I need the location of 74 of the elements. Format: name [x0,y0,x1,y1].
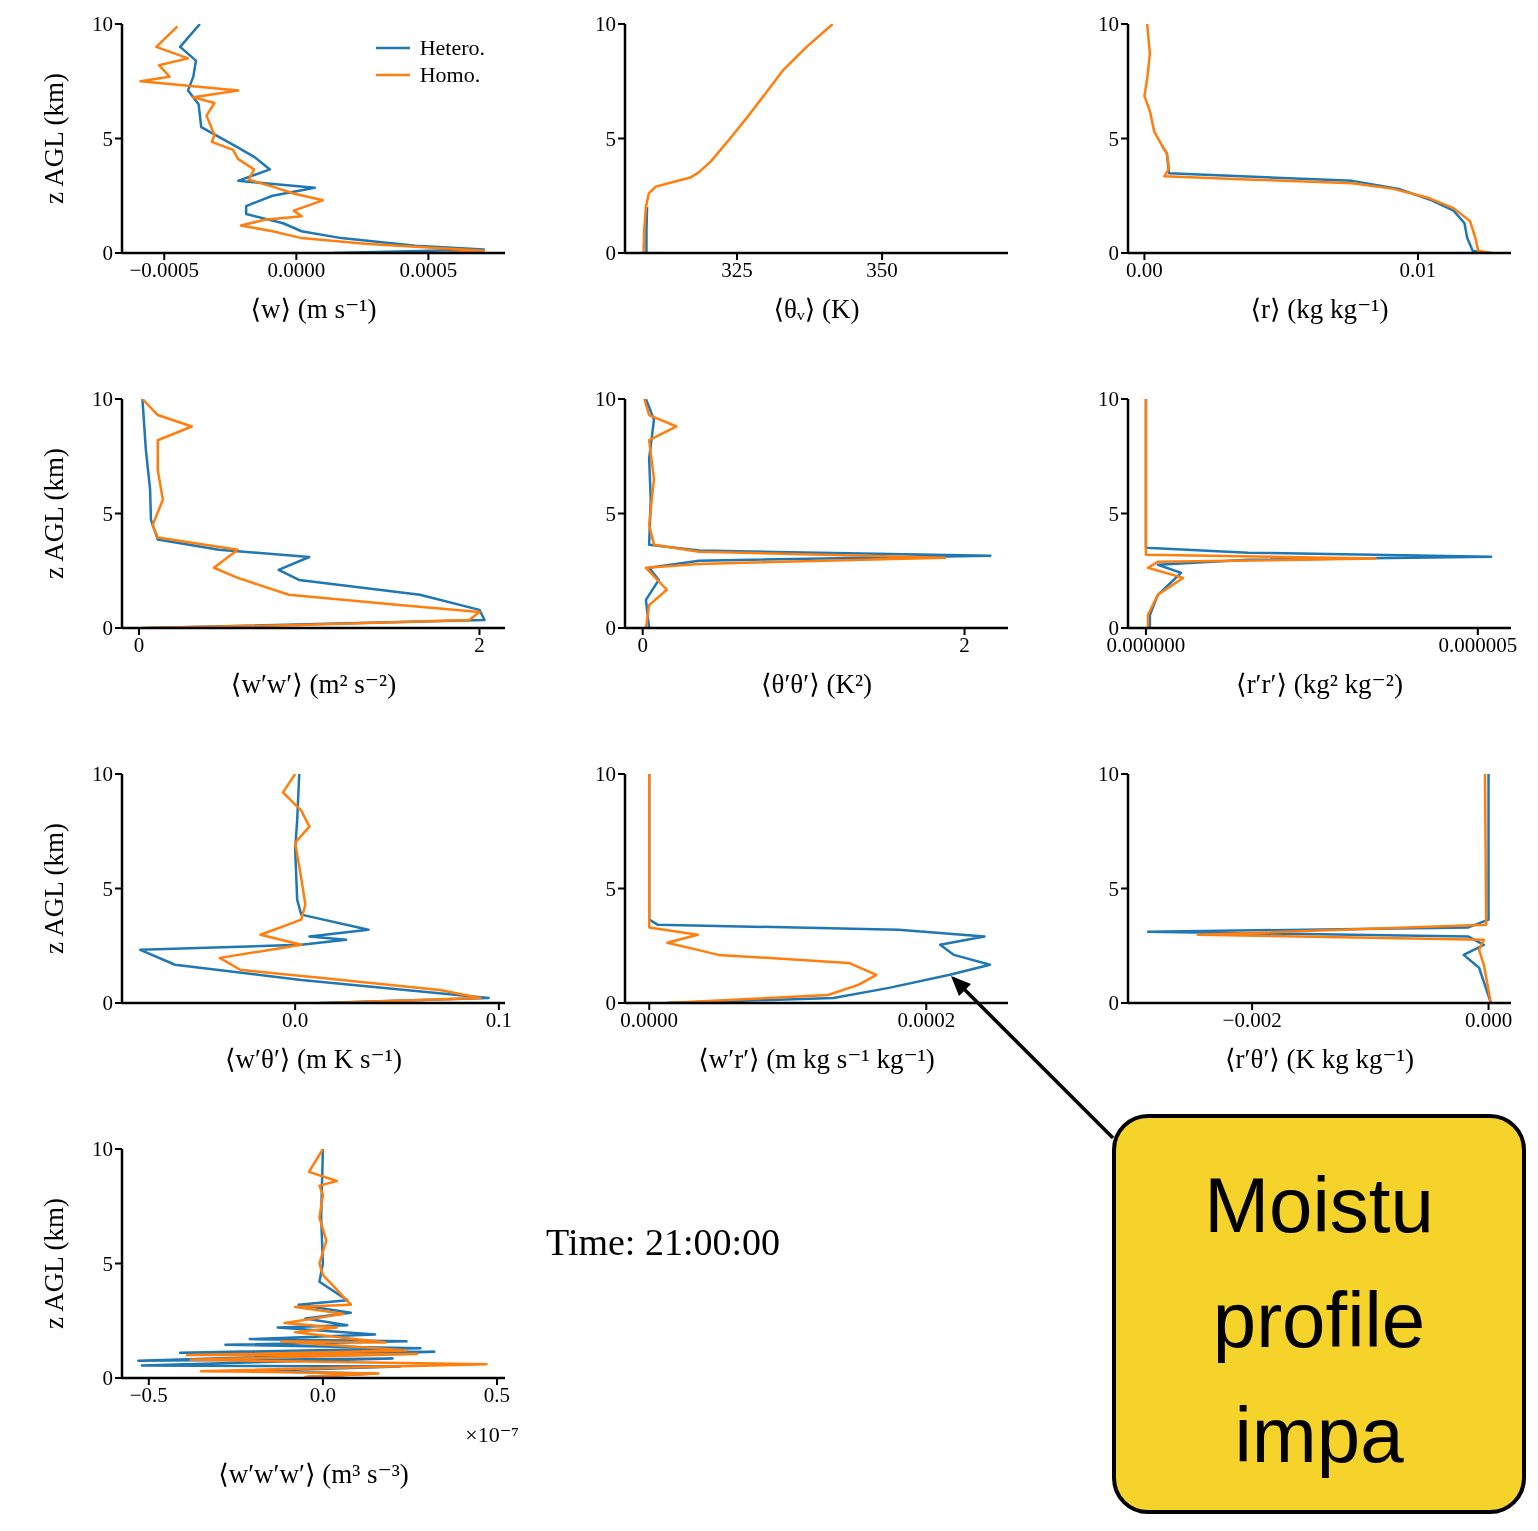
x-tick-label: 325 [721,257,753,282]
y-axis-title: z AGL (km) [38,448,70,579]
y-axis-title: z AGL (km) [38,1198,70,1329]
y-tick-label: 10 [595,12,616,37]
x-tick-label: −0.5 [129,1382,168,1407]
y-tick-label: 0 [102,241,113,266]
y-tick-label: 0 [102,991,113,1016]
y-tick-label: 10 [595,387,616,412]
y-tick-label: 5 [102,501,113,526]
y-tick-label: 10 [1098,762,1119,787]
x-tick-label: 2 [959,632,970,657]
y-tick-label: 5 [1108,126,1119,151]
x-tick-label: 0.0 [282,1007,309,1032]
y-axis-title: z AGL (km) [38,823,70,954]
line-series [647,774,878,1003]
x-axis-title: ⟨r′r′⟩ (kg² kg⁻²) [1235,668,1404,700]
x-axis-title: ⟨w′w′w′⟩ (m³ s⁻³) [217,1458,410,1490]
x-axis-title: ⟨w⟩ (m s⁻¹) [249,293,378,325]
y-tick-label: 0 [102,616,113,641]
x-axis-title: ⟨w′r′⟩ (m kg s⁻¹ kg⁻¹) [697,1043,936,1075]
line-series [218,774,482,1003]
y-tick-label: 10 [92,1137,113,1162]
y-tick-label: 0 [605,616,616,641]
x-axis-title: ⟨w′w′⟩ (m² s⁻²) [229,668,398,700]
y-tick-label: 5 [605,876,616,901]
x-tick-label: 350 [866,257,898,282]
x-tick-label: 0.1 [485,1007,513,1032]
text: Moistu profile impa [1112,1114,1526,1514]
y-tick-label: 10 [92,762,113,787]
line-series [185,1149,488,1378]
line-series [1144,399,1377,628]
x-tick-label: 0.00 [1126,257,1163,282]
x-tick-label: 0.0002 [897,1007,956,1032]
y-tick-label: 5 [605,126,616,151]
y-axis-title: z AGL (km) [38,73,70,204]
x-tick-label: −0.0005 [129,257,200,282]
y-tick-label: 5 [1108,501,1119,526]
x-tick-label: 0.000 [1464,1007,1513,1032]
x-tick-label: 0.000005 [1438,632,1518,657]
x-tick-label: 0.0 [309,1382,337,1407]
y-tick-label: 5 [102,126,113,151]
x-axis-title: ⟨θ′θ′⟩ (K²) [759,668,874,700]
y-tick-label: 0 [1108,991,1119,1016]
y-tick-label: 5 [102,876,113,901]
x-tick-label: 0.0000 [620,1007,679,1032]
x-tick-label: 0.01 [1399,257,1437,282]
y-tick-label: 0 [102,1366,113,1391]
y-tick-label: 10 [595,762,616,787]
text: ×10⁻⁷ [464,1422,519,1448]
x-tick-label: 0 [637,632,648,657]
y-tick-label: 10 [1098,12,1119,37]
x-tick-label: −0.002 [1222,1007,1282,1032]
x-axis-title: ⟨θᵥ⟩ (K) [772,293,861,325]
x-tick-label: 2 [474,632,485,657]
x-axis-title: ⟨r′θ′⟩ (K kg kg⁻¹) [1224,1043,1415,1075]
y-tick-label: 0 [605,241,616,266]
legend-label: Homo. [419,61,481,88]
y-tick-label: 5 [1108,876,1119,901]
line-series [642,24,834,253]
y-tick-label: 10 [1098,387,1119,412]
y-tick-label: 0 [1108,241,1119,266]
x-tick-label: 0.0000 [267,257,326,282]
y-tick-label: 10 [92,12,113,37]
y-tick-label: 5 [102,1251,113,1276]
x-axis-title: ⟨r⟩ (kg kg⁻¹) [1249,293,1390,325]
x-axis-title: ⟨w′θ′⟩ (m K s⁻¹) [224,1043,403,1075]
x-tick-label: 0.5 [483,1382,511,1407]
text: Time: 21:00:00 [546,1220,781,1264]
legend-label: Hetero. [419,34,485,61]
x-tick-label: 0.0005 [399,257,458,282]
y-tick-label: 5 [605,501,616,526]
x-tick-label: 0 [133,632,145,657]
y-tick-label: 0 [605,991,616,1016]
y-tick-label: 10 [92,387,113,412]
